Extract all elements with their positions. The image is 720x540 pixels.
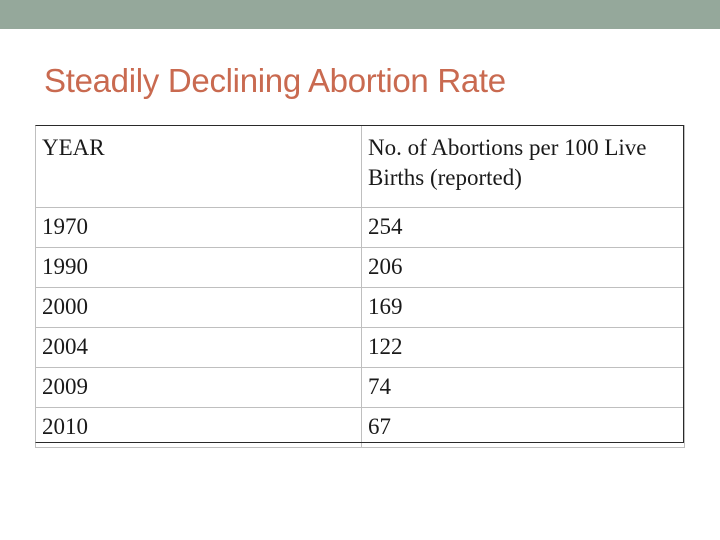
table-row: 1990 206: [35, 247, 685, 288]
table-row: 2004 122: [35, 327, 685, 368]
header-abortions-per-100: No. of Abortions per 100 Live Births (re…: [361, 125, 685, 208]
table-row: 1970 254: [35, 207, 685, 248]
cell-value: 122: [361, 327, 685, 368]
cell-year: 1990: [35, 247, 362, 288]
abortion-rate-table: YEAR No. of Abortions per 100 Live Birth…: [35, 125, 685, 448]
cell-value: 254: [361, 207, 685, 248]
cell-value: 74: [361, 367, 685, 408]
table-row: 2009 74: [35, 367, 685, 408]
cell-value: 206: [361, 247, 685, 288]
top-accent-bar: [0, 0, 720, 29]
cell-year: 1970: [35, 207, 362, 248]
slide-title: Steadily Declining Abortion Rate: [44, 62, 506, 99]
cell-year: 2000: [35, 287, 362, 328]
cell-value: 67: [361, 407, 685, 448]
header-year: YEAR: [35, 125, 362, 208]
cell-year: 2009: [35, 367, 362, 408]
table-row: 2010 67: [35, 407, 685, 448]
cell-year: 2010: [35, 407, 362, 448]
table-header-row: YEAR No. of Abortions per 100 Live Birth…: [35, 125, 685, 208]
cell-value: 169: [361, 287, 685, 328]
table-row: 2000 169: [35, 287, 685, 328]
cell-year: 2004: [35, 327, 362, 368]
